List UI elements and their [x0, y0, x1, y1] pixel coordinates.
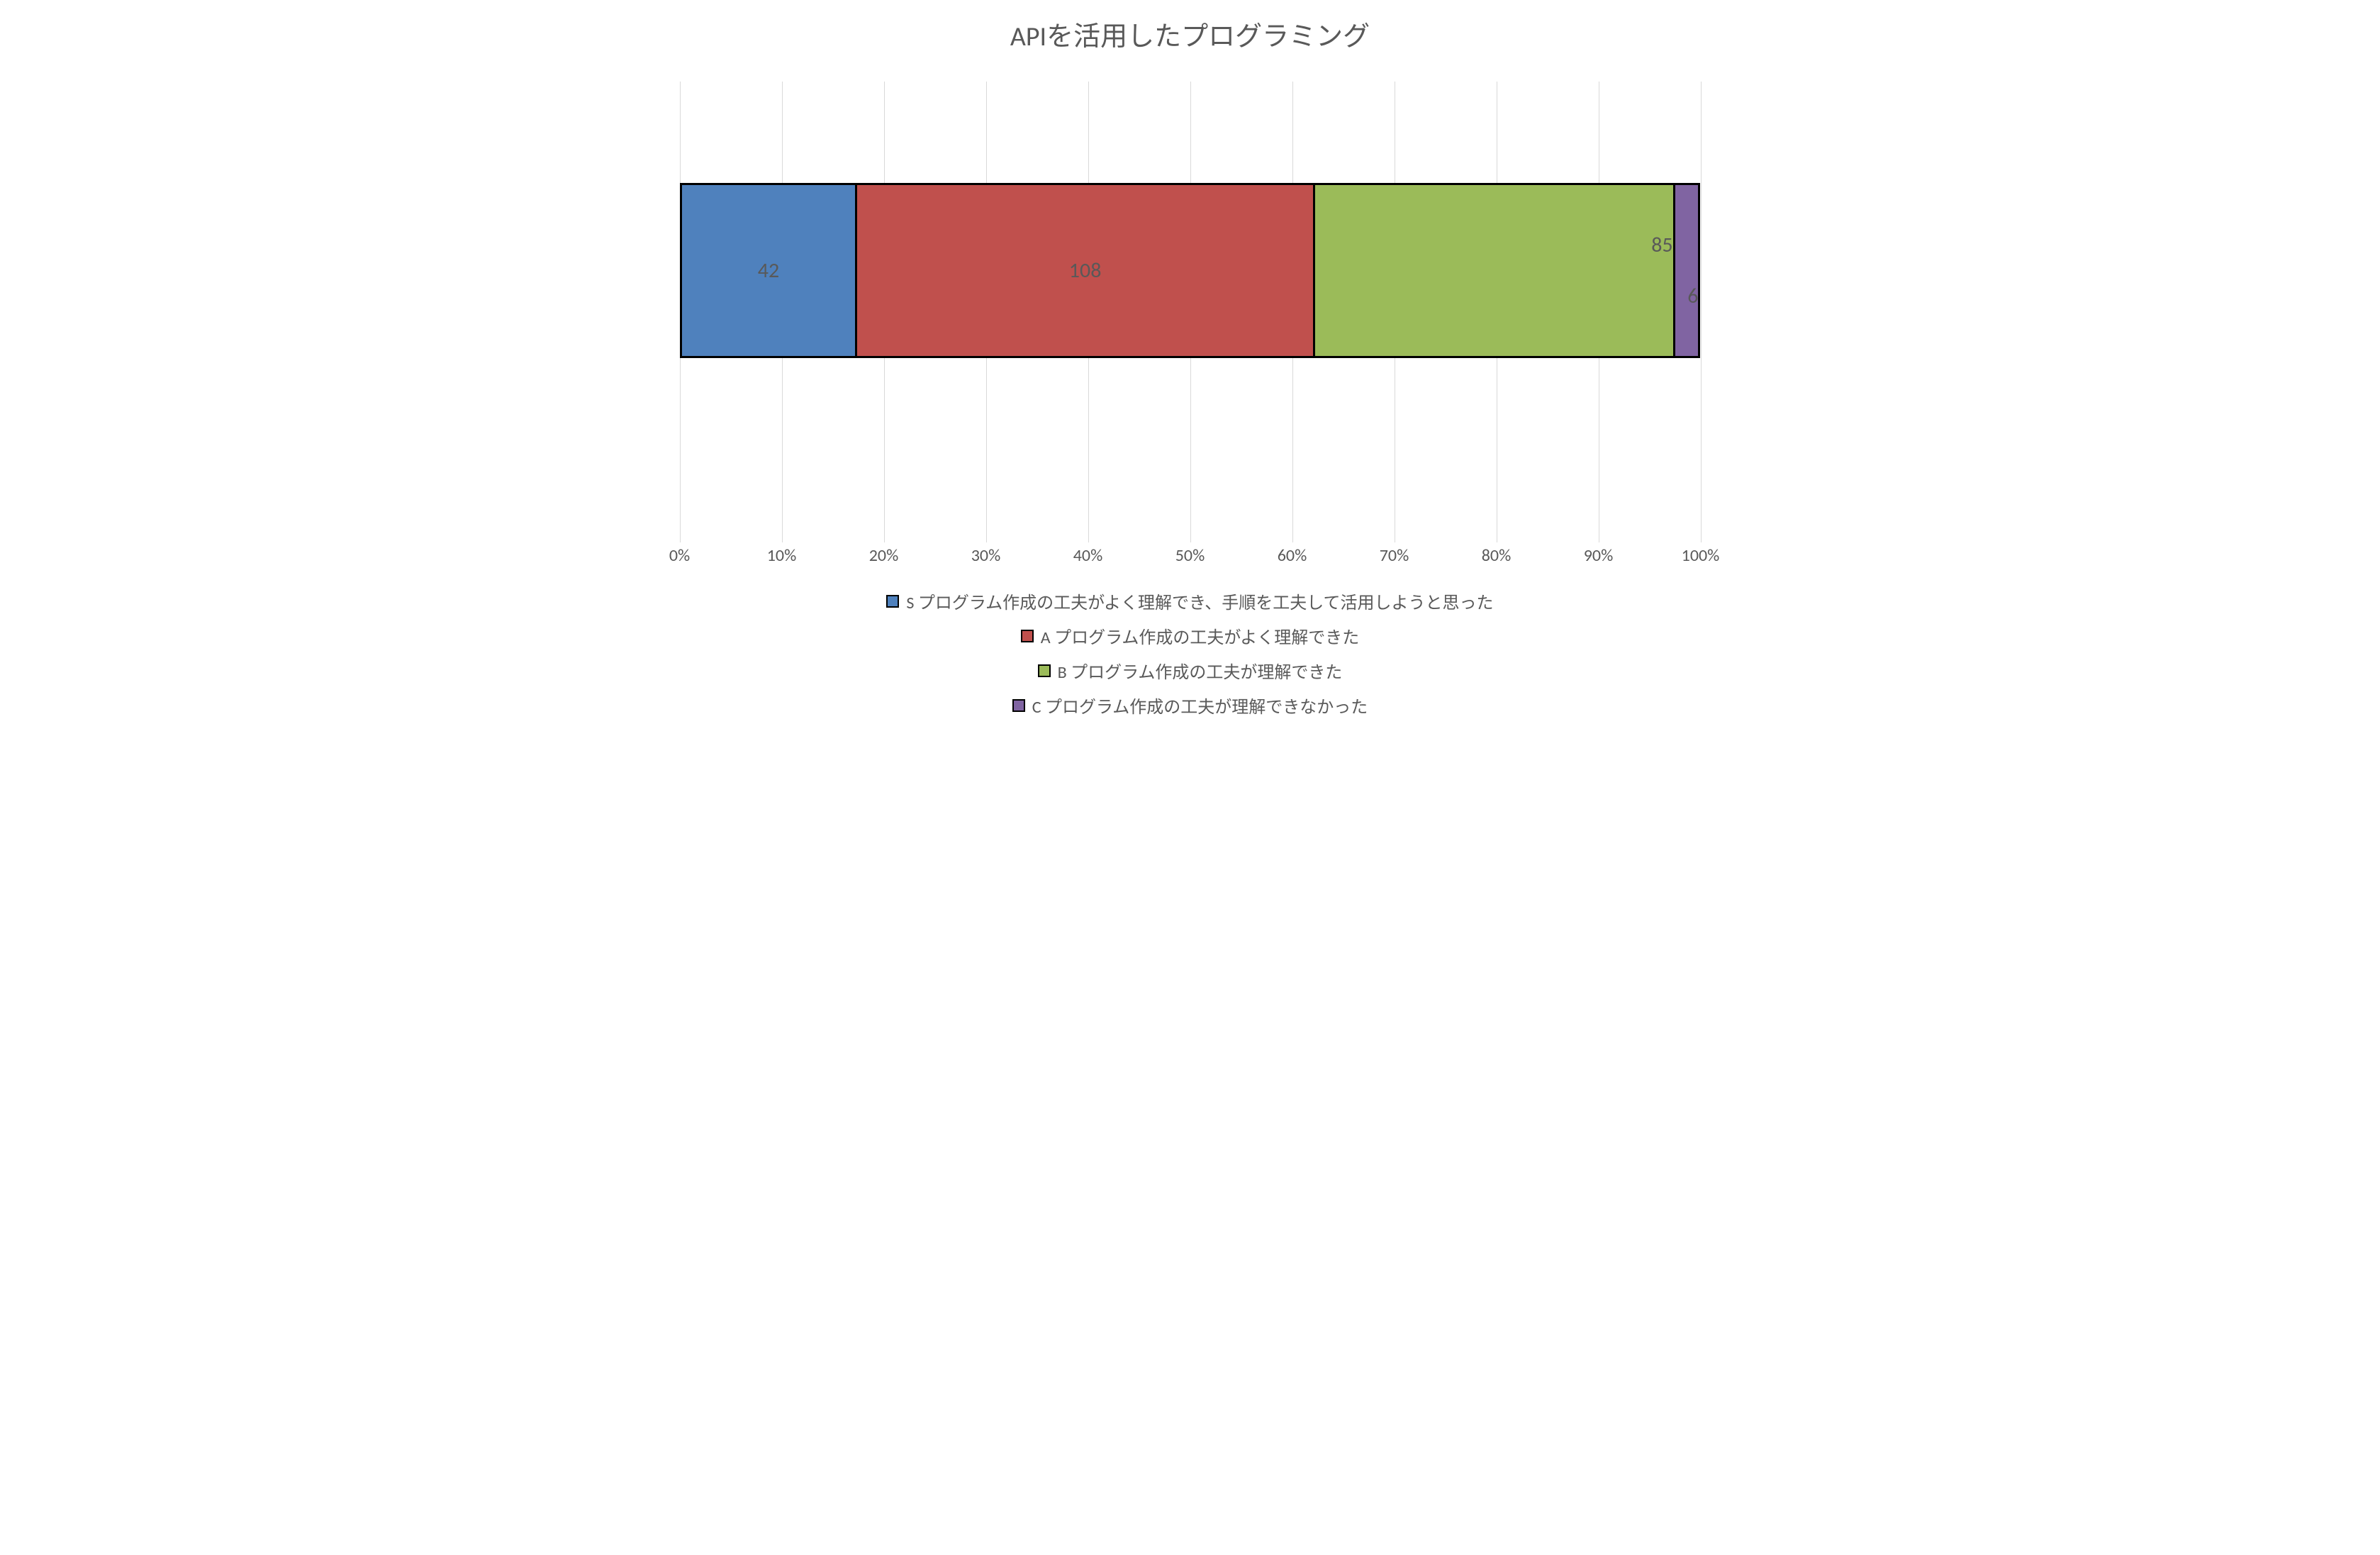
x-axis-tick-label: 80%	[1482, 545, 1511, 566]
legend-label: C プログラム作成の工夫が理解できなかった	[1032, 693, 1368, 718]
x-axis-tick-label: 100%	[1682, 545, 1720, 566]
legend-label: S プログラム作成の工夫がよく理解でき、手順を工夫して活用しようと思った	[906, 589, 1493, 613]
x-axis-tick-label: 70%	[1380, 545, 1409, 566]
bar-segment-B: 85	[1315, 183, 1675, 358]
bar-segment-S: 42	[680, 183, 858, 358]
legend-item-B: B プログラム作成の工夫が理解できた	[1038, 658, 1343, 683]
legend-label: B プログラム作成の工夫が理解できた	[1058, 658, 1343, 683]
legend-swatch	[1012, 699, 1025, 712]
bar-segment-value: 85	[1651, 232, 1672, 258]
chart-container: APIを活用したプログラミング 0% 10% 20% 30% 40% 50% 60% 70% 8…	[637, 0, 1743, 739]
x-axis-tick-label: 90%	[1584, 545, 1613, 566]
legend-item-C: C プログラム作成の工夫が理解できなかった	[1012, 693, 1368, 718]
legend-item-A: A プログラム作成の工夫がよく理解できた	[1021, 623, 1359, 648]
x-axis-labels: 0%10%20%30%40%50%60%70%80%90%100%	[680, 545, 1701, 567]
legend-label: A プログラム作成の工夫がよく理解できた	[1041, 623, 1359, 648]
chart-title: APIを活用したプログラミング	[666, 14, 1715, 53]
legend-swatch	[1021, 630, 1034, 642]
x-axis-tick-label: 50%	[1175, 545, 1205, 566]
x-axis-tick-label: 60%	[1278, 545, 1307, 566]
x-axis-tick-label: 0%	[669, 545, 690, 566]
bar-segment-value: 42	[758, 257, 779, 284]
legend-item-S: S プログラム作成の工夫がよく理解でき、手順を工夫して活用しようと思った	[886, 589, 1493, 613]
gridline	[1701, 82, 1702, 542]
legend: S プログラム作成の工夫がよく理解でき、手順を工夫して活用しようと思った A プロ…	[666, 589, 1715, 718]
x-axis-tick-label: 40%	[1073, 545, 1102, 566]
bar-segment-A: 108	[857, 183, 1314, 358]
x-axis-tick-label: 10%	[767, 545, 796, 566]
bar-segment-value: 6	[1687, 283, 1698, 309]
x-axis-tick-label: 20%	[869, 545, 898, 566]
bar-segment-value: 108	[1069, 257, 1102, 284]
stacked-bar: 42 108 85 6	[680, 183, 1701, 358]
bar-segment-C: 6	[1675, 183, 1701, 358]
x-axis-tick-label: 30%	[971, 545, 1000, 566]
legend-swatch	[1038, 664, 1051, 677]
legend-swatch	[886, 595, 899, 608]
plot-area: 0%10%20%30%40%50%60%70%80%90%100% 421088…	[680, 82, 1701, 542]
